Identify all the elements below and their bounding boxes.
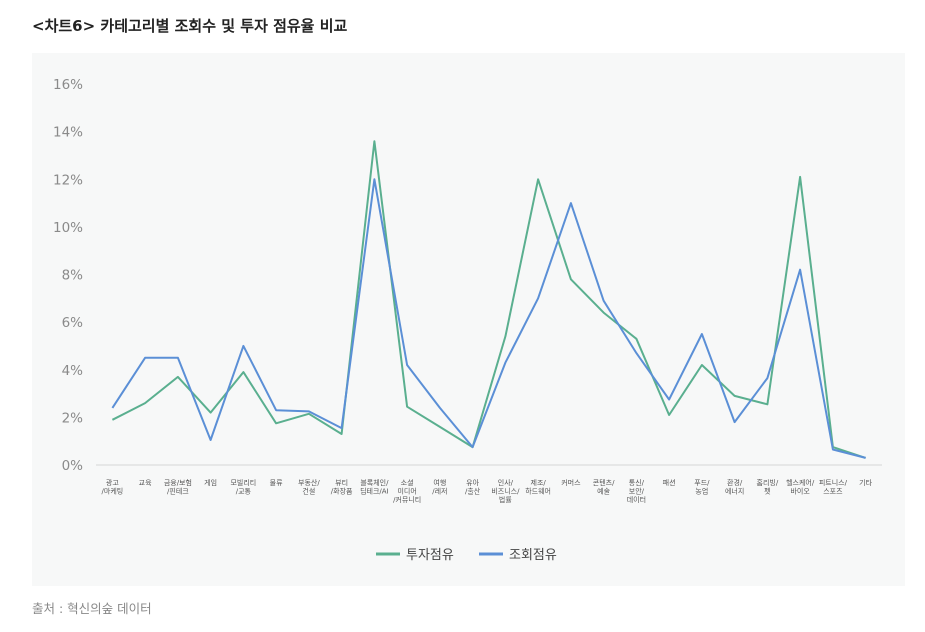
x-tick-label: 유아/출산 bbox=[465, 478, 481, 496]
y-tick-label: 12% bbox=[53, 172, 83, 188]
y-tick-label: 4% bbox=[62, 363, 84, 379]
x-tick-label: 환경/에너지 bbox=[725, 478, 744, 496]
x-tick-label: 헬스케어/바이오 bbox=[786, 478, 815, 496]
y-tick-label: 0% bbox=[62, 458, 84, 474]
x-tick-label: 금융/보험/핀테크 bbox=[164, 479, 192, 496]
x-tick-label: 소셜 미디어/커뮤니티 bbox=[393, 478, 421, 504]
x-tick-label: 기타 bbox=[859, 478, 872, 487]
x-tick-label: 광고/마케팅 bbox=[102, 479, 124, 496]
x-tick-label: 콘텐츠/예술 bbox=[593, 478, 615, 496]
x-tick-label: 홈리빙/펫 bbox=[757, 478, 779, 496]
y-tick-label: 14% bbox=[53, 125, 83, 141]
x-tick-label: 커머스 bbox=[561, 478, 581, 487]
series-line-투자점유 bbox=[111, 140, 866, 459]
legend: 투자점유 조회점유 bbox=[376, 548, 557, 563]
x-tick-label: 피트니스/스포츠 bbox=[819, 478, 848, 496]
x-tick-label: 블록체인/딥테크/AI bbox=[360, 478, 389, 496]
legend-label: 투자점유 bbox=[406, 548, 454, 563]
page-title: <차트6> 카테고리별 조회수 및 투자 점유율 비교 bbox=[32, 17, 348, 35]
y-tick-label: 8% bbox=[62, 268, 84, 284]
y-tick-label: 16% bbox=[53, 77, 83, 93]
x-axis-labels: 광고/마케팅 교육 금융/보험/핀테크 게임 모빌리티/교통 물류 부동산/건설 뷰티/화장품… bbox=[102, 478, 873, 504]
x-tick-label: 물류 bbox=[270, 479, 283, 487]
source-note: 출처 : 혁신의숲 데이터 bbox=[32, 601, 152, 616]
x-tick-label: 부동산/건설 bbox=[298, 478, 320, 496]
series-line-조회점유 bbox=[111, 178, 866, 459]
y-tick-label: 6% bbox=[62, 315, 84, 331]
x-tick-label: 뷰티/화장품 bbox=[331, 478, 353, 496]
y-axis-labels: 0% 2% 4% 6% 8% 10% 12% 14% 16% bbox=[53, 77, 83, 474]
x-tick-label: 푸드/농업 bbox=[694, 479, 710, 496]
y-tick-label: 10% bbox=[53, 220, 83, 236]
x-tick-label: 교육 bbox=[139, 479, 152, 487]
x-tick-label: 여행/레저 bbox=[432, 478, 447, 496]
series-lines bbox=[111, 140, 866, 459]
x-tick-label: 모빌리티/교통 bbox=[230, 478, 256, 496]
x-tick-label: 패션 bbox=[663, 478, 676, 487]
legend-label: 조회점유 bbox=[509, 548, 557, 563]
x-tick-label: 제조/하드웨어 bbox=[525, 479, 551, 496]
x-tick-label: 인사/비즈니스/법률 bbox=[491, 478, 520, 504]
chart-panel bbox=[32, 53, 905, 586]
x-tick-label: 통신/보안/데이터 bbox=[627, 478, 646, 504]
y-tick-label: 2% bbox=[62, 410, 84, 426]
x-tick-label: 게임 bbox=[204, 478, 217, 487]
